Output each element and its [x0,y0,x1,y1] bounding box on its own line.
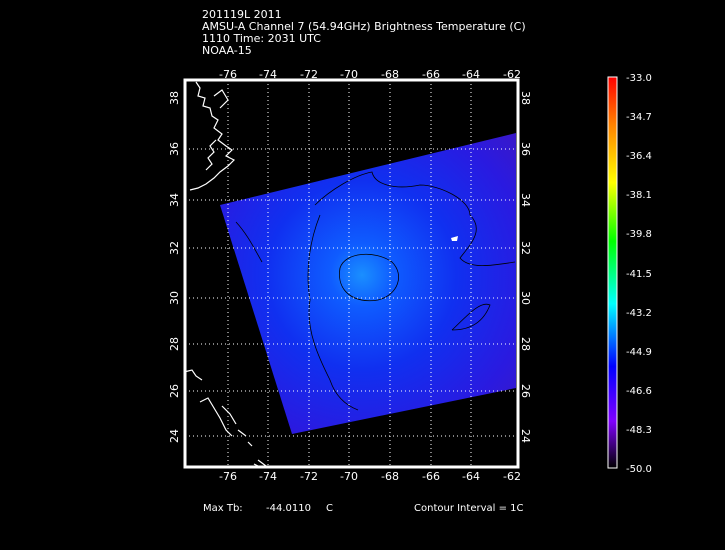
lon-label-top: -64 [462,68,480,81]
lon-label-bottom: -72 [300,470,318,483]
title-storm-id: 201119L 2011 [202,8,282,21]
colorbar-label: -41.5 [626,268,652,280]
colorbar-label: -48.3 [626,424,652,436]
contour-interval: Contour Interval = 1C [414,503,524,514]
coast-us-east [189,81,236,191]
colorbar-label: -39.8 [626,229,652,241]
lat-label-right: 24 [519,429,532,443]
colorbar [607,76,618,469]
lon-label-bottom: -62 [503,470,521,483]
colorbar-label: -44.9 [626,346,652,358]
colorbar-label: -46.6 [626,385,652,397]
title-satellite: NOAA-15 [202,44,252,57]
lon-label-bottom: -70 [340,470,358,483]
lon-label-bottom: -68 [381,470,399,483]
lat-label-right: 32 [519,241,532,255]
lon-label-top: -68 [381,68,399,81]
title-block: 201119L 2011 AMSU-A Channel 7 (54.94GHz)… [202,9,526,57]
lon-label-bottom: -76 [219,470,237,483]
lat-label-left: 38 [168,91,181,105]
contour-west [235,221,263,263]
lon-label-bottom: -66 [422,470,440,483]
lat-label-right: 38 [519,91,532,105]
lat-lon-grid [185,80,518,467]
lat-label-left: 24 [168,429,181,443]
colorbar-label: -38.1 [626,190,652,202]
max-tb-label: Max Tb: [203,503,243,514]
lat-label-left: 30 [168,291,181,305]
lat-label-left: 28 [168,337,181,351]
axis-labels: -76 -76 -74 -74 -72 -72 -70 -70 -68 -68 -66 -66 -64 -… [168,68,532,483]
lon-label-top: -74 [259,68,277,81]
map-frame [183,78,520,469]
lon-label-bottom: -64 [462,470,480,483]
title-time: 1110 Time: 2031 UTC [202,32,321,45]
lat-label-right: 28 [519,337,532,351]
lon-label-top: -62 [503,68,521,81]
lat-label-right: 26 [519,384,532,398]
coast-sounds [205,89,229,171]
colorbar-label: -34.7 [626,112,652,124]
lon-label-bottom: -74 [259,470,277,483]
lon-label-top: -72 [300,68,318,81]
colorbar-label: -36.4 [626,151,652,163]
brightness-temperature-swath [220,133,516,434]
lat-label-right: 30 [519,291,532,305]
contour-inner [339,253,399,302]
colorbar-label: -33.0 [626,73,652,84]
colorbar-label: -50.0 [626,464,652,475]
coast-florida [183,369,203,381]
contour-outer [307,171,516,411]
lon-label-top: -66 [422,68,440,81]
lat-label-left: 34 [168,193,181,207]
cloud-patch [451,236,458,241]
colorbar-label: -43.2 [626,307,652,319]
max-tb-value: -44.0110 [266,503,311,514]
coastline [183,81,267,469]
lat-label-left: 32 [168,241,181,255]
lat-label-right: 36 [519,142,532,156]
title-channel: AMSU-A Channel 7 (54.94GHz) Brightness T… [202,20,526,33]
lat-label-right: 34 [519,193,532,207]
coast-bahamas [199,397,267,469]
lon-label-top: -76 [219,68,237,81]
lat-label-left: 36 [168,142,181,156]
max-tb-unit: C [326,503,333,514]
contour-lines [235,171,516,411]
lon-label-top: -70 [340,68,358,81]
lat-label-left: 26 [168,384,181,398]
